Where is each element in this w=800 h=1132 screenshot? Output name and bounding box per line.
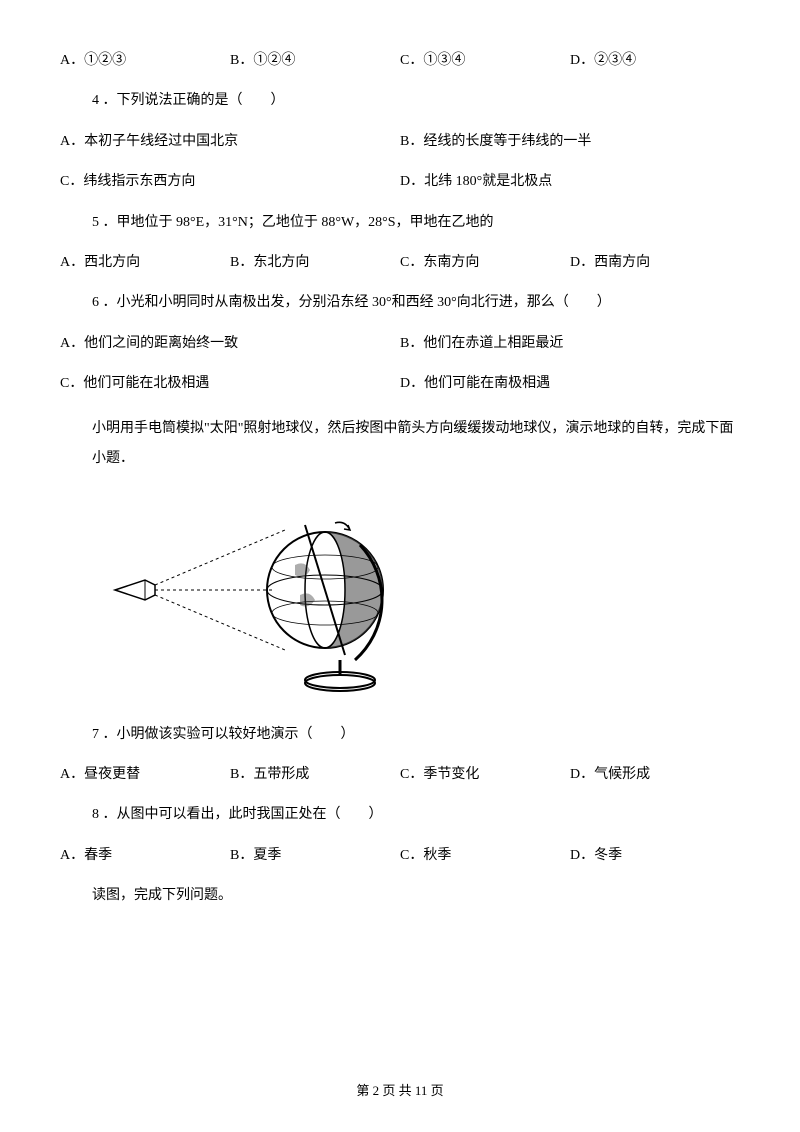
q4-option-b: B．经线的长度等于纬线的一半 [400, 131, 740, 153]
globe-figure [110, 495, 740, 703]
q4-option-c: C．纬线指示东西方向 [60, 171, 400, 193]
q6-options-row2: C．他们可能在北极相遇 D．他们可能在南极相遇 [60, 373, 740, 395]
q4-options-row1: A．本初子午线经过中国北京 B．经线的长度等于纬线的一半 [60, 131, 740, 153]
q7-option-c: C．季节变化 [400, 764, 570, 786]
q5-option-a: A．西北方向 [60, 252, 230, 274]
q7-option-d: D．气候形成 [570, 764, 740, 786]
q3-options: A．①②③ B．①②④ C．①③④ D．②③④ [60, 50, 740, 72]
q6-option-a: A．他们之间的距离始终一致 [60, 333, 400, 355]
q6-options-row1: A．他们之间的距离始终一致 B．他们在赤道上相距最近 [60, 333, 740, 355]
q7-option-a: A．昼夜更替 [60, 764, 230, 786]
q8-option-c: C．秋季 [400, 845, 570, 867]
q6-option-d: D．他们可能在南极相遇 [400, 373, 740, 395]
q4-options-row2: C．纬线指示东西方向 D．北纬 180°就是北极点 [60, 171, 740, 193]
q7-options: A．昼夜更替 B．五带形成 C．季节变化 D．气候形成 [60, 764, 740, 786]
q8-option-a: A．春季 [60, 845, 230, 867]
q7-option-b: B．五带形成 [230, 764, 400, 786]
q6-text: 6 ．小光和小明同时从南极出发，分别沿东经 30°和西经 30°向北行进，那么（… [60, 292, 740, 314]
q8-options: A．春季 B．夏季 C．秋季 D．冬季 [60, 845, 740, 867]
q8-option-d: D．冬季 [570, 845, 740, 867]
q5-text: 5 ．甲地位于 98°E，31°N；乙地位于 88°W，28°S，甲地在乙地的 [60, 212, 740, 234]
q6-option-b: B．他们在赤道上相距最近 [400, 333, 740, 355]
globe-diagram-svg [110, 495, 410, 695]
q7-text: 7 ．小明做该实验可以较好地演示（ ） [60, 724, 740, 746]
q4-option-d: D．北纬 180°就是北极点 [400, 171, 740, 193]
q4-text: 4 ．下列说法正确的是（ ） [60, 90, 740, 112]
q5-option-b: B．东北方向 [230, 252, 400, 274]
passage1-text: 小明用手电筒模拟"太阳"照射地球仪，然后按图中箭头方向缓缓拨动地球仪，演示地球的… [60, 414, 740, 476]
q3-option-b: B．①②④ [230, 50, 400, 72]
q5-options: A．西北方向 B．东北方向 C．东南方向 D．西南方向 [60, 252, 740, 274]
q3-option-c: C．①③④ [400, 50, 570, 72]
q5-option-c: C．东南方向 [400, 252, 570, 274]
q3-option-d: D．②③④ [570, 50, 740, 72]
page-footer: 第 2 页 共 11 页 [0, 1081, 800, 1102]
q6-option-c: C．他们可能在北极相遇 [60, 373, 400, 395]
q3-option-a: A．①②③ [60, 50, 230, 72]
passage2-text: 读图，完成下列问题。 [60, 885, 740, 907]
q4-option-a: A．本初子午线经过中国北京 [60, 131, 400, 153]
q8-text: 8 ．从图中可以看出，此时我国正处在（ ） [60, 804, 740, 826]
q8-option-b: B．夏季 [230, 845, 400, 867]
q5-option-d: D．西南方向 [570, 252, 740, 274]
